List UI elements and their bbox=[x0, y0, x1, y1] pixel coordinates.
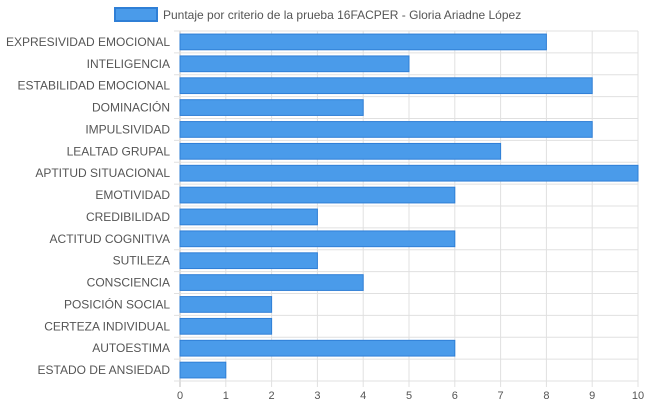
bar[interactable] bbox=[179, 33, 547, 51]
x-axis-tick-labels: 0 1 2 3 4 5 6 7 8 9 10 bbox=[177, 390, 644, 402]
x-tick-label: 4 bbox=[360, 390, 366, 402]
bar[interactable] bbox=[179, 274, 364, 291]
category-labels: EXPRESIVIDAD EMOCIONAL INTELIGENCIA ESTABI… bbox=[6, 35, 170, 377]
x-tick-label: 8 bbox=[543, 390, 549, 402]
category-label: EXPRESIVIDAD EMOCIONAL bbox=[6, 35, 170, 49]
category-label: CERTEZA INDIVIDUAL bbox=[44, 319, 170, 333]
x-tick-label: 3 bbox=[314, 390, 320, 402]
category-label: ESTADO DE ANSIEDAD bbox=[38, 363, 171, 377]
category-label: CONSCIENCIA bbox=[87, 276, 170, 290]
x-tick-label: 2 bbox=[269, 390, 275, 402]
bar[interactable] bbox=[179, 121, 593, 138]
x-tick-label: 5 bbox=[406, 390, 412, 402]
x-tick-label: 1 bbox=[223, 390, 229, 402]
bar[interactable] bbox=[179, 252, 318, 270]
x-tick-label: 6 bbox=[452, 390, 458, 402]
category-label: SUTILEZA bbox=[113, 254, 170, 268]
x-tick-label: 10 bbox=[632, 390, 644, 402]
bar[interactable] bbox=[179, 230, 456, 248]
category-label: ESTABILIDAD EMOCIONAL bbox=[18, 79, 171, 93]
bar[interactable] bbox=[179, 361, 227, 379]
bar[interactable] bbox=[179, 208, 318, 226]
bar[interactable] bbox=[179, 99, 364, 116]
category-label: EMOTIVIDAD bbox=[95, 188, 170, 202]
bar[interactable] bbox=[179, 77, 593, 95]
bars bbox=[179, 33, 639, 379]
category-label: LEALTAD GRUPAL bbox=[67, 144, 171, 158]
category-label: DOMINACIÓN bbox=[92, 100, 170, 115]
bar[interactable] bbox=[179, 164, 639, 182]
x-tick-label: 7 bbox=[498, 390, 504, 402]
legend-swatch bbox=[114, 7, 158, 22]
bar[interactable] bbox=[179, 317, 273, 335]
bar[interactable] bbox=[179, 55, 410, 73]
category-label: AUTOESTIMA bbox=[92, 341, 170, 355]
legend-label: Puntaje por criterio de la prueba 16FACP… bbox=[163, 8, 521, 22]
x-tick-label: 0 bbox=[177, 390, 183, 402]
category-label: POSICIÓN SOCIAL bbox=[64, 296, 170, 311]
category-label: APTITUD SITUACIONAL bbox=[35, 166, 170, 180]
legend[interactable]: Puntaje por criterio de la prueba 16FACP… bbox=[114, 7, 521, 22]
bar[interactable] bbox=[179, 142, 502, 160]
category-label: INTELIGENCIA bbox=[87, 57, 170, 71]
category-label: IMPULSIVIDAD bbox=[85, 122, 170, 136]
bar[interactable] bbox=[179, 186, 456, 204]
bar[interactable] bbox=[179, 296, 273, 313]
category-label: CREDIBILIDAD bbox=[86, 210, 170, 224]
category-label: ACTITUD COGNITIVA bbox=[50, 232, 170, 246]
bar[interactable] bbox=[179, 339, 456, 357]
x-tick-label: 9 bbox=[589, 390, 595, 402]
